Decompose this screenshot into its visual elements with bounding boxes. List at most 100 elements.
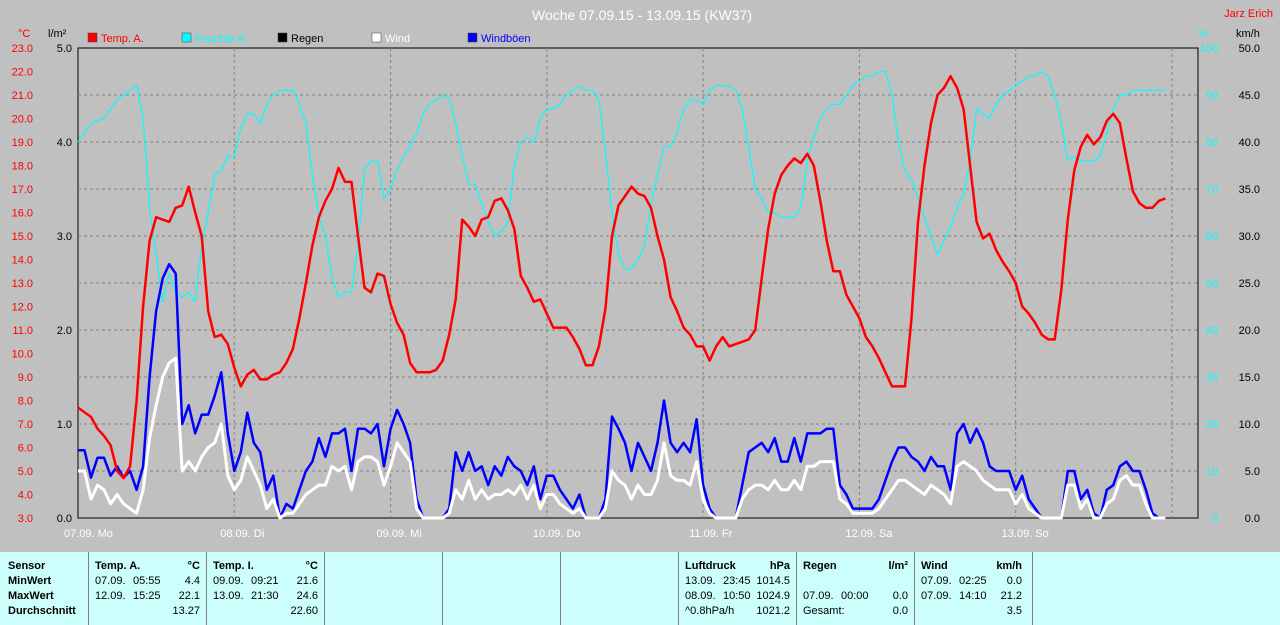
x-day-label: 07.09. Mo xyxy=(64,528,113,540)
wind-min-value: 0.0 xyxy=(1006,575,1022,587)
wind-tick-label: 50.0 xyxy=(1239,43,1260,55)
luftdruck-unit: hPa xyxy=(769,560,790,572)
wind-tick-label: 45.0 xyxy=(1239,90,1260,102)
temp-i-min-value: 21.6 xyxy=(296,575,318,587)
rain-tick-label: 0.0 xyxy=(57,513,72,525)
humidity-tick-label: 40 xyxy=(1206,325,1218,337)
table-divider xyxy=(796,552,797,625)
regen-column: Regen l/m² 07.09. 00:00 0.0 Gesamt: 0.0 xyxy=(797,552,914,625)
temp-tick-label: 18.0 xyxy=(12,161,33,173)
humidity-tick-label: 20 xyxy=(1206,419,1218,431)
temp-a-min-value: 4.4 xyxy=(184,575,200,587)
humidity-tick-label: 70 xyxy=(1206,184,1218,196)
table-divider xyxy=(678,552,679,625)
legend-swatch xyxy=(277,32,288,43)
wind-min-time: 02:25 xyxy=(959,575,987,587)
row-label-min: MinWert xyxy=(8,575,52,587)
humidity-tick-label: 100 xyxy=(1200,43,1218,55)
temp-a-max-date: 12.09. xyxy=(95,590,126,602)
temp-i-max-value: 24.6 xyxy=(296,590,318,602)
table-divider xyxy=(1032,552,1033,625)
wind-max-time: 14:10 xyxy=(959,590,987,602)
luftdruck-title: Luftdruck xyxy=(685,560,736,572)
x-day-label: 10.09. Do xyxy=(533,528,581,540)
humidity-tick-label: 80 xyxy=(1206,137,1218,149)
temp-tick-label: 5.0 xyxy=(18,466,33,478)
humidity-tick-label: 0 xyxy=(1212,513,1218,525)
legend-label: Temp. A. xyxy=(101,33,144,45)
regen-min-value: 0.0 xyxy=(892,590,908,602)
luftdruck-avg-value: 1021.2 xyxy=(756,605,790,617)
temp-tick-label: 8.0 xyxy=(18,396,33,408)
temp-tick-label: 23.0 xyxy=(12,43,33,55)
humidity-tick-label: 60 xyxy=(1206,231,1218,243)
temp-i-title: Temp. I. xyxy=(213,560,254,572)
legend-label: Feuchte A. xyxy=(195,33,248,45)
table-divider xyxy=(88,552,89,625)
sensor-column: Sensor MinWert MaxWert Durchschnitt xyxy=(0,552,88,625)
temp-tick-label: 21.0 xyxy=(12,90,33,102)
temp-tick-label: 19.0 xyxy=(12,137,33,149)
wind-tick-label: 30.0 xyxy=(1239,231,1260,243)
rain-tick-label: 4.0 xyxy=(57,137,72,149)
temp-tick-label: 9.0 xyxy=(18,372,33,384)
humidity-unit-label: % xyxy=(1198,28,1208,40)
wind-avg-value: 3.5 xyxy=(1006,605,1022,617)
rain-unit-label: l/m² xyxy=(48,28,67,40)
wind-unit: km/h xyxy=(996,560,1022,572)
series-line-wind xyxy=(78,356,1166,520)
temp-tick-label: 15.0 xyxy=(12,231,33,243)
x-axis-labels: 07.09. Mo 08.09. Di 09.09. Mi 10.09. Do 11.0… xyxy=(64,528,1049,540)
weather-chart: Woche 07.09.15 - 13.09.15 (KW37) Jarz Er… xyxy=(11,7,1273,540)
temp-i-column: Temp. I. °C 09.09. 09:21 21.6 13.09. 21:… xyxy=(207,552,324,625)
table-divider xyxy=(442,552,443,625)
regen-min-date: 07.09. xyxy=(803,590,834,602)
wind-title: Wind xyxy=(921,560,948,572)
humidity-tick-label: 50 xyxy=(1206,278,1218,290)
wind-tick-label: 35.0 xyxy=(1239,184,1260,196)
x-day-label: 08.09. Di xyxy=(220,528,264,540)
temp-tick-label: 20.0 xyxy=(12,114,33,126)
legend-swatch xyxy=(181,32,192,43)
luftdruck-min-time: 23:45 xyxy=(723,575,751,587)
temp-a-max-value: 22.1 xyxy=(178,590,200,602)
legend: Temp. A. Feuchte A. Regen Wind Windböen xyxy=(87,32,531,45)
series-line-temp-a xyxy=(77,74,1166,480)
temp-i-min-time: 09:21 xyxy=(251,575,279,587)
statistics-table: Sensor MinWert MaxWert Durchschnitt Temp… xyxy=(0,552,1280,625)
temp-i-avg-value: 22.60 xyxy=(290,605,318,617)
legend-label: Wind xyxy=(385,33,410,45)
luftdruck-column: Luftdruck hPa 13.09. 23:45 1014.5 08.09.… xyxy=(679,552,796,625)
temp-i-max-date: 13.09. xyxy=(213,590,244,602)
temp-tick-label: 7.0 xyxy=(18,419,33,431)
legend-swatch xyxy=(87,32,98,43)
luftdruck-trend-label: ^0.8hPa/h xyxy=(685,605,735,617)
temp-tick-label: 13.0 xyxy=(12,278,33,290)
table-divider xyxy=(324,552,325,625)
table-divider xyxy=(206,552,207,625)
humidity-tick-label: 90 xyxy=(1206,90,1218,102)
regen-unit: l/m² xyxy=(888,560,908,572)
temp-tick-label: 4.0 xyxy=(18,490,33,502)
temp-tick-label: 22.0 xyxy=(12,67,33,79)
wind-max-date: 07.09. xyxy=(921,590,952,602)
luftdruck-max-value: 1024.9 xyxy=(756,590,790,602)
temp-a-unit: °C xyxy=(187,560,200,572)
temp-a-min-date: 07.09. xyxy=(95,575,126,587)
table-divider xyxy=(560,552,561,625)
wind-min-date: 07.09. xyxy=(921,575,952,587)
temp-tick-label: 12.0 xyxy=(12,302,33,314)
wind-tick-label: 25.0 xyxy=(1239,278,1260,290)
rain-tick-label: 3.0 xyxy=(57,231,72,243)
series-line-windb-en xyxy=(78,262,1166,520)
grid xyxy=(77,47,1199,519)
luftdruck-min-date: 13.09. xyxy=(685,575,716,587)
axis-units: °C l/m²% km/h xyxy=(18,28,1260,40)
x-day-label: 13.09. So xyxy=(1002,528,1049,540)
author-label: Jarz Erich xyxy=(1224,8,1273,20)
temp-unit-label: °C xyxy=(18,28,30,40)
series-lines xyxy=(77,70,1166,520)
sensor-title: Sensor xyxy=(8,560,46,572)
legend-label: Regen xyxy=(291,33,323,45)
temp-tick-label: 3.0 xyxy=(18,513,33,525)
